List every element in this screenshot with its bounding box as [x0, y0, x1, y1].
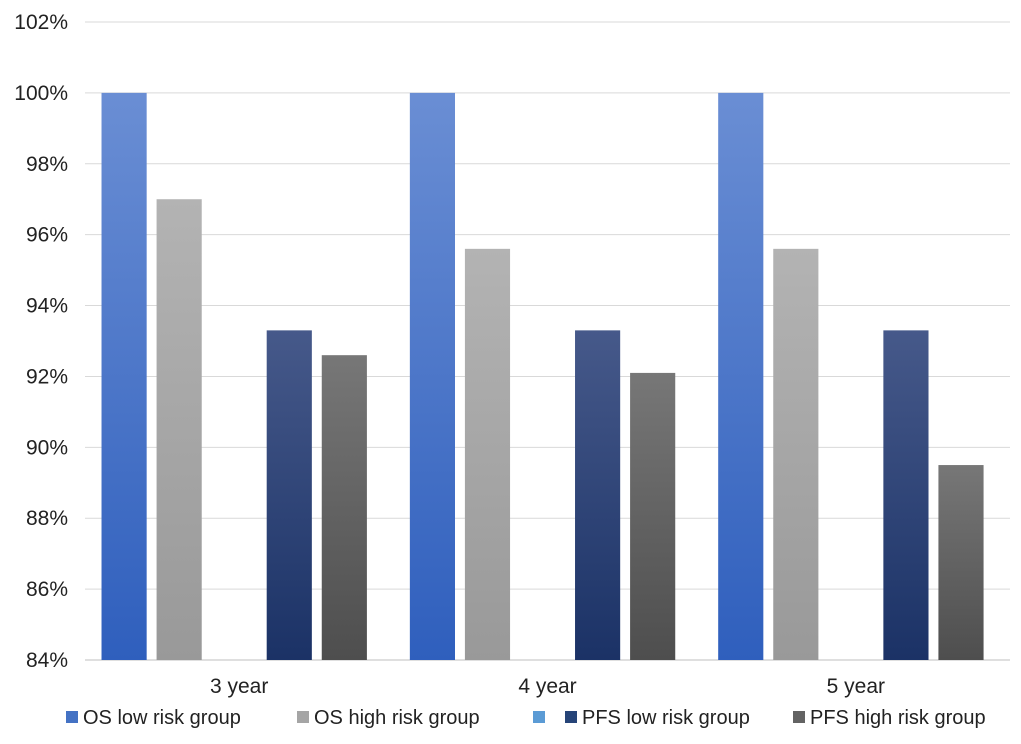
y-tick-label: 88% [26, 507, 68, 530]
bars [101, 92, 984, 660]
y-tick-label: 90% [26, 436, 68, 459]
y-tick-label: 86% [26, 578, 68, 601]
bar [409, 92, 455, 660]
x-tick-label: 3 year [210, 675, 268, 698]
y-tick-label: 98% [26, 153, 68, 176]
bar [321, 355, 367, 660]
y-tick-label: 84% [26, 649, 68, 672]
y-tick-label: 96% [26, 224, 68, 247]
legend-swatch [66, 711, 78, 723]
bar [938, 465, 984, 660]
bar [575, 330, 621, 660]
bar [266, 330, 312, 660]
gridlines [85, 21, 1010, 661]
bar [773, 248, 819, 660]
legend-swatch [565, 711, 577, 723]
x-tick-label: 5 year [827, 675, 885, 698]
bar [156, 199, 202, 660]
legend: OS low risk group OS high risk group PFS l… [66, 707, 986, 729]
bar [630, 372, 676, 660]
x-axis: 3 year 4 year 5 year [210, 675, 885, 698]
bar [718, 92, 764, 660]
legend-swatch [533, 711, 545, 723]
legend-label: PFS low risk group [582, 707, 750, 729]
legend-swatch [793, 711, 805, 723]
legend-swatch [297, 711, 309, 723]
y-axis-tick-labels: 84% 86% 88% 90% 92% 94% 96% 98% 100% 102% [14, 11, 68, 672]
legend-label: OS high risk group [314, 707, 480, 729]
legend-label: OS low risk group [83, 707, 241, 729]
y-tick-label: 94% [26, 295, 68, 318]
y-tick-label: 102% [14, 11, 68, 34]
bar [101, 92, 147, 660]
x-tick-label: 4 year [518, 675, 576, 698]
bar [464, 248, 511, 660]
bar [883, 330, 929, 660]
legend-label: PFS high risk group [810, 707, 986, 729]
y-tick-label: 100% [14, 82, 68, 105]
y-tick-label: 92% [26, 365, 68, 388]
